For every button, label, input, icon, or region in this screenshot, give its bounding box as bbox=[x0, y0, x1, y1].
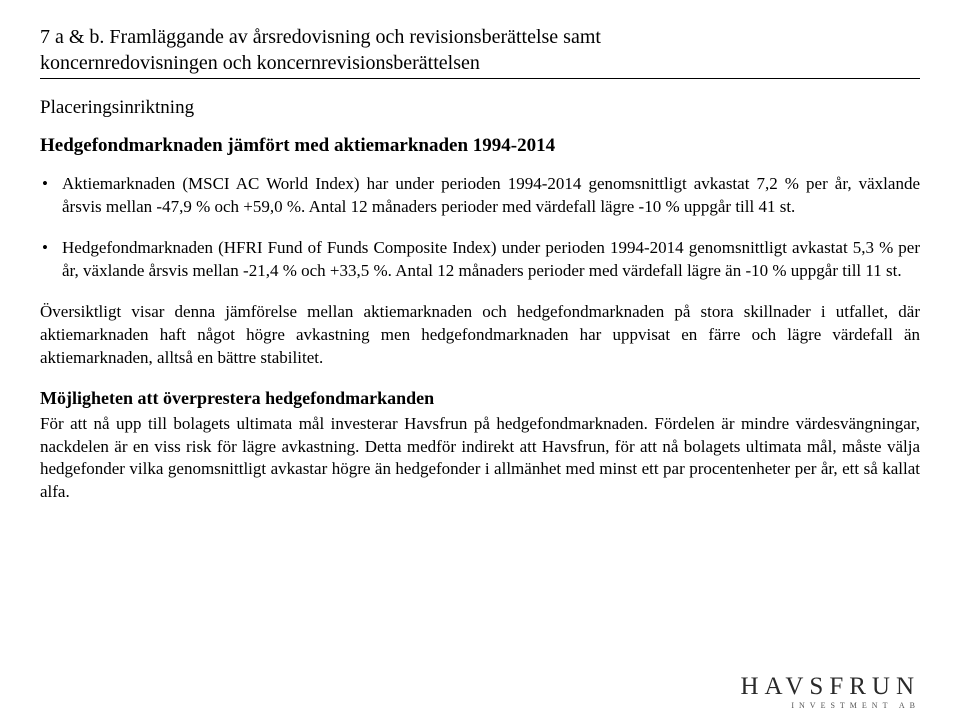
opportunity-paragraph: För att nå upp till bolagets ultimata må… bbox=[40, 413, 920, 505]
bullet-item: Aktiemarknaden (MSCI AC World Index) har… bbox=[40, 173, 920, 219]
bullet-list: Aktiemarknaden (MSCI AC World Index) har… bbox=[40, 173, 920, 283]
company-logo: HAVSFRUN INVESTMENT AB bbox=[740, 674, 920, 710]
bullet-item: Hedgefondmarknaden (HFRI Fund of Funds C… bbox=[40, 237, 920, 283]
logo-sub-text: INVESTMENT AB bbox=[740, 701, 920, 710]
document-header: 7 a & b. Framläggande av årsredovisning … bbox=[40, 24, 920, 79]
section-title: Placeringsinriktning bbox=[40, 97, 920, 119]
logo-main-text: HAVSFRUN bbox=[740, 674, 920, 699]
header-line-1: 7 a & b. Framläggande av årsredovisning … bbox=[40, 24, 920, 50]
subheading-opportunity: Möjligheten att överprestera hedgefondma… bbox=[40, 388, 920, 409]
header-line-2: koncernredovisningen och koncernrevision… bbox=[40, 50, 920, 76]
subheading-comparison: Hedgefondmarknaden jämfört med aktiemark… bbox=[40, 135, 920, 157]
summary-paragraph: Översiktligt visar denna jämförelse mell… bbox=[40, 301, 920, 370]
